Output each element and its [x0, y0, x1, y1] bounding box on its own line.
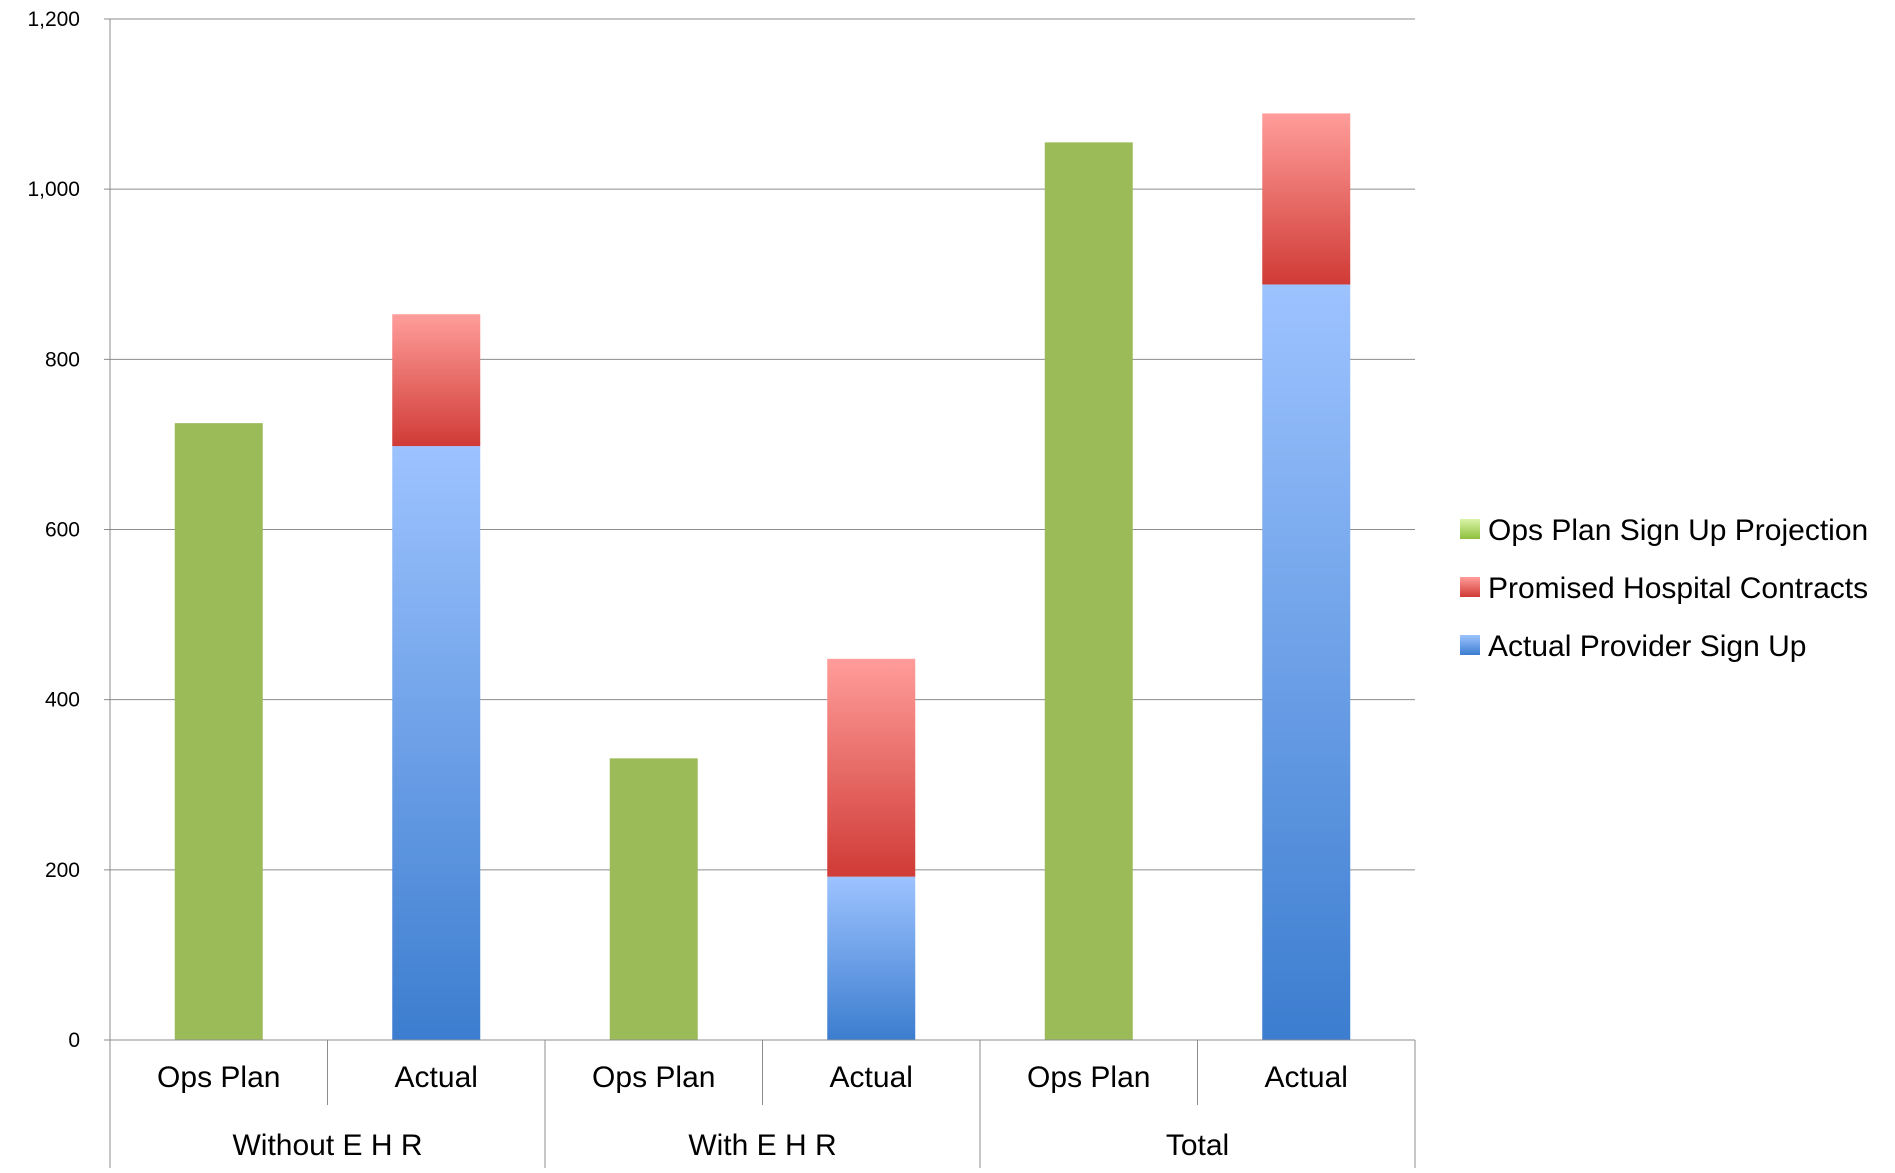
bar-segment [392, 446, 481, 1040]
y-tick-label: 0 [68, 1029, 80, 1052]
axes: 0 200 400 600 800 1,000 1,200 Ops Plan Actual Ops… [27, 8, 1416, 1168]
y-tick-label: 200 [45, 859, 80, 882]
x-group-label: With E H R [688, 1129, 836, 1162]
legend-swatch [1460, 577, 1480, 597]
bar-segment [174, 423, 263, 1040]
x-category-label: Ops Plan [1027, 1061, 1150, 1094]
legend-label: Promised Hospital Contracts [1488, 572, 1868, 605]
x-group-label: Total [1166, 1129, 1229, 1162]
bars [174, 113, 1351, 1041]
bar-segment [1262, 284, 1351, 1041]
legend-label: Actual Provider Sign Up [1488, 630, 1807, 663]
legend-swatch [1460, 635, 1480, 655]
y-tick-label: 600 [45, 519, 80, 542]
x-group-label: Without E H R [232, 1129, 422, 1162]
gridlines [104, 18, 1415, 1041]
bar-segment [609, 758, 698, 1040]
bar-segment [1044, 142, 1133, 1040]
x-category-label: Actual [830, 1061, 913, 1094]
legend-swatch [1460, 519, 1480, 539]
bar-segment [827, 876, 916, 1040]
x-category-label: Actual [1265, 1061, 1348, 1094]
y-tick-label: 800 [45, 348, 80, 371]
x-category-label: Ops Plan [157, 1061, 280, 1094]
x-category-label: Actual [395, 1061, 478, 1094]
bar-segment [827, 658, 916, 877]
y-tick-label: 400 [45, 689, 80, 712]
bar-segment [392, 314, 481, 447]
y-tick-label: 1,200 [27, 8, 80, 31]
bar-segment [1262, 113, 1351, 285]
legend-label: Ops Plan Sign Up Projection [1488, 514, 1868, 547]
x-category-label: Ops Plan [592, 1061, 715, 1094]
legend: Ops Plan Sign Up Projection Promised Hosp… [1460, 514, 1868, 663]
y-tick-label: 1,000 [27, 178, 80, 201]
